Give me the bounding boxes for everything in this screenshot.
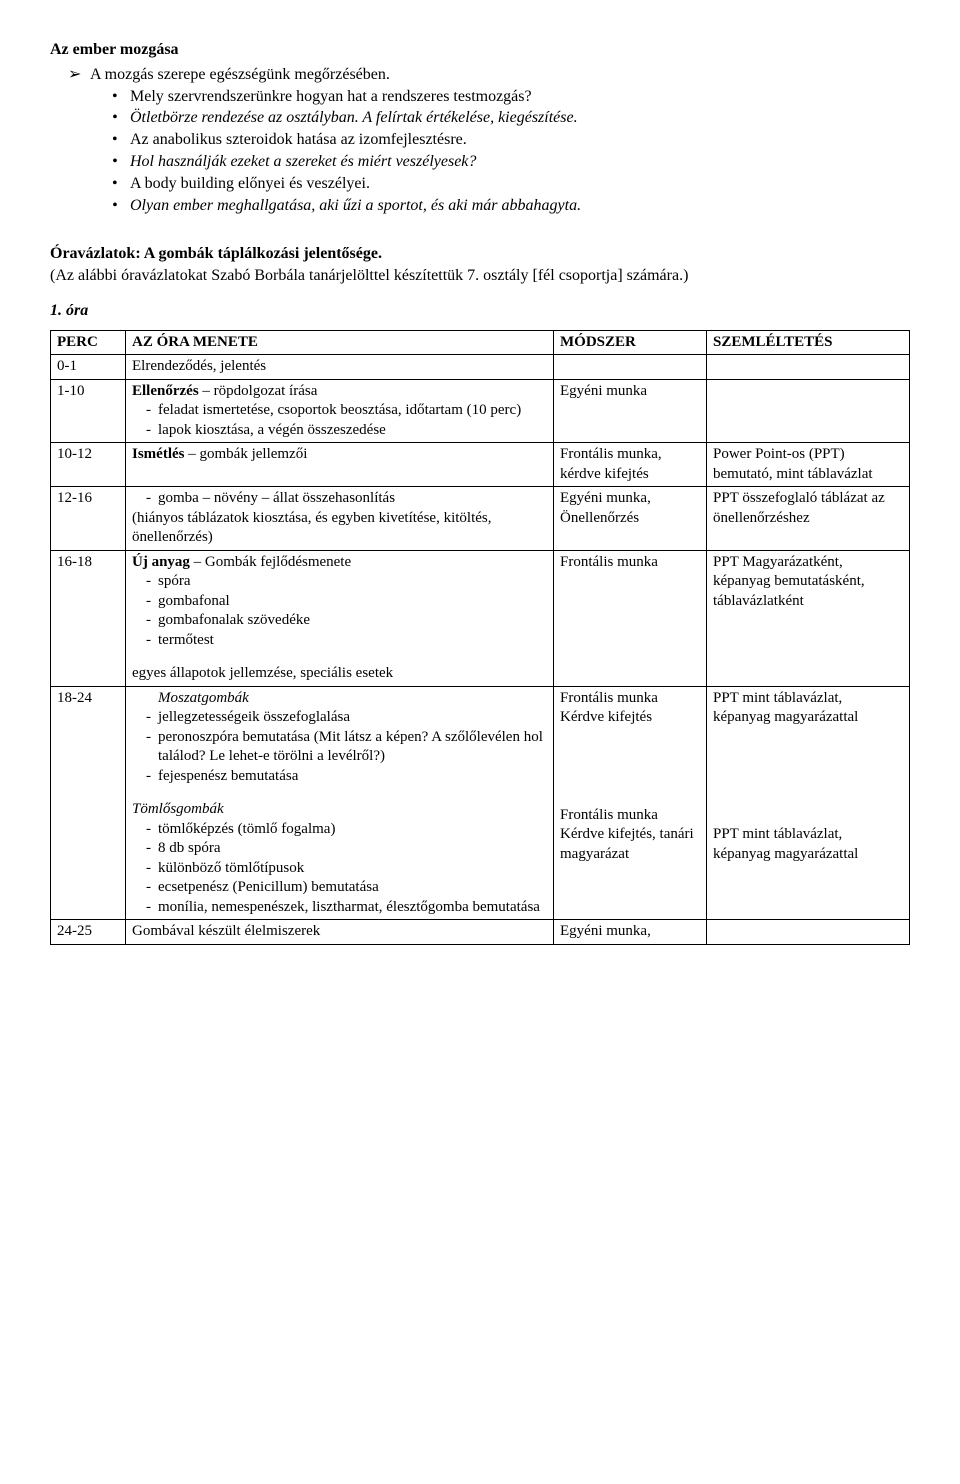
dash-item: feladat ismertetése, csoportok beosztása… xyxy=(146,401,547,421)
cell-menete: Gombával készült élelmiszerek xyxy=(126,920,554,945)
cell-perc: 10-12 xyxy=(51,443,126,487)
arrow-text: A mozgás szerepe egészségünk megőrzésébe… xyxy=(90,66,390,83)
main-list: A mozgás szerepe egészségünk megőrzésébe… xyxy=(50,65,910,217)
dash-item: fejespenész bemutatása xyxy=(146,767,547,787)
arrow-bullet: A mozgás szerepe egészségünk megőrzésébe… xyxy=(68,65,910,217)
plain-line: (hiányos táblázatok kiosztása, és egyben… xyxy=(132,509,547,548)
dash-item: lapok kiosztása, a végén összeszedése xyxy=(146,421,547,441)
cell-method: Frontális munkaKérdve kifejtésFrontális … xyxy=(554,686,707,920)
section-title: Óravázlatok: A gombák táplálkozási jelen… xyxy=(50,244,910,265)
cell-ill: PPT összefoglaló táblázat az önellenőrzé… xyxy=(707,487,910,551)
bullet-item-italic: Ötletbörze rendezése az osztályban. A fe… xyxy=(112,108,910,129)
cell-ill: PPT Magyarázatként, képanyag bemutatáské… xyxy=(707,550,910,686)
cell-menete: Ellenőrzés – röpdolgozat írásafeladat is… xyxy=(126,379,554,443)
table-header-row: PERC AZ ÓRA MENETE MÓDSZER SZEMLÉLTETÉS xyxy=(51,330,910,355)
dash-item: 8 db spóra xyxy=(146,839,547,859)
bullet-item: Az anabolikus szteroidok hatása az izomf… xyxy=(112,130,910,151)
dash-item: monília, nemespenészek, lisztharmat, éle… xyxy=(146,898,547,918)
table-row: 24-25Gombával készült élelmiszerekEgyéni… xyxy=(51,920,910,945)
cell-menete: Új anyag – Gombák fejlődésmenetespóragom… xyxy=(126,550,554,686)
table-row: 18-24Moszatgombákjellegzetességeik össze… xyxy=(51,686,910,920)
cell-menete: Ismétlés – gombák jellemzői xyxy=(126,443,554,487)
cell-ill: PPT mint táblavázlat, képanyag magyaráza… xyxy=(707,686,910,920)
section-sub: (Az alábbi óravázlatokat Szabó Borbála t… xyxy=(50,266,910,287)
table-row: 12-16gomba – növény – állat összehasonlí… xyxy=(51,487,910,551)
cell-menete: gomba – növény – állat összehasonlítás(h… xyxy=(126,487,554,551)
lesson-number: 1. óra xyxy=(50,301,910,322)
cell-ill: Power Point-os (PPT) bemutató, mint tábl… xyxy=(707,443,910,487)
dash-item: jellegzetességeik összefoglalása xyxy=(146,708,547,728)
col-ill: SZEMLÉLTETÉS xyxy=(707,330,910,355)
dash-item: gombafonal xyxy=(146,592,547,612)
cell-method: Egyéni munka, Önellenőrzés xyxy=(554,487,707,551)
dash-item: gombafonalak szövedéke xyxy=(146,611,547,631)
cell-method: Frontális munka xyxy=(554,550,707,686)
cell-method: Egyéni munka xyxy=(554,379,707,443)
cell-perc: 24-25 xyxy=(51,920,126,945)
dash-item: peronoszpóra bemutatása (Mit látsz a kép… xyxy=(146,728,547,767)
cell-perc: 12-16 xyxy=(51,487,126,551)
sub-bullets-1: Mely szervrendszerünkre hogyan hat a ren… xyxy=(90,87,910,217)
italic-heading: Tömlősgombák xyxy=(132,800,547,820)
cell-perc: 0-1 xyxy=(51,355,126,380)
col-menete: AZ ÓRA MENETE xyxy=(126,330,554,355)
table-row: 10-12Ismétlés – gombák jellemzőiFrontáli… xyxy=(51,443,910,487)
cell-menete: Moszatgombákjellegzetességeik összefogla… xyxy=(126,686,554,920)
col-perc: PERC xyxy=(51,330,126,355)
cell-perc: 18-24 xyxy=(51,686,126,920)
cell-perc: 16-18 xyxy=(51,550,126,686)
table-row: 0-1Elrendeződés, jelentés xyxy=(51,355,910,380)
bullet-item: Mely szervrendszerünkre hogyan hat a ren… xyxy=(112,87,910,108)
table-row: 1-10Ellenőrzés – röpdolgozat írásafelada… xyxy=(51,379,910,443)
dash-item: ecsetpenész (Penicillum) bemutatása xyxy=(146,878,547,898)
page-title: Az ember mozgása xyxy=(50,40,910,61)
bullet-item-italic: Hol használják ezeket a szereket és miér… xyxy=(112,152,910,173)
cell-menete: Elrendeződés, jelentés xyxy=(126,355,554,380)
lesson-table: PERC AZ ÓRA MENETE MÓDSZER SZEMLÉLTETÉS … xyxy=(50,330,910,945)
italic-heading: Moszatgombák xyxy=(132,689,547,709)
bullet-item: A body building előnyei és veszélyei. xyxy=(112,174,910,195)
dash-item: tömlőképzés (tömlő fogalma) xyxy=(146,820,547,840)
dash-item: spóra xyxy=(146,572,547,592)
cell-ill xyxy=(707,920,910,945)
dash-item: gomba – növény – állat összehasonlítás xyxy=(146,489,547,509)
tail-line: egyes állapotok jellemzése, speciális es… xyxy=(132,664,547,684)
cell-ill xyxy=(707,379,910,443)
dash-item: különböző tömlőtípusok xyxy=(146,859,547,879)
cell-method xyxy=(554,355,707,380)
table-row: 16-18Új anyag – Gombák fejlődésmenetespó… xyxy=(51,550,910,686)
cell-ill xyxy=(707,355,910,380)
dash-item: termőtest xyxy=(146,631,547,651)
cell-method: Egyéni munka, xyxy=(554,920,707,945)
cell-perc: 1-10 xyxy=(51,379,126,443)
col-method: MÓDSZER xyxy=(554,330,707,355)
bullet-item-italic: Olyan ember meghallgatása, aki űzi a spo… xyxy=(112,196,910,217)
cell-method: Frontális munka, kérdve kifejtés xyxy=(554,443,707,487)
